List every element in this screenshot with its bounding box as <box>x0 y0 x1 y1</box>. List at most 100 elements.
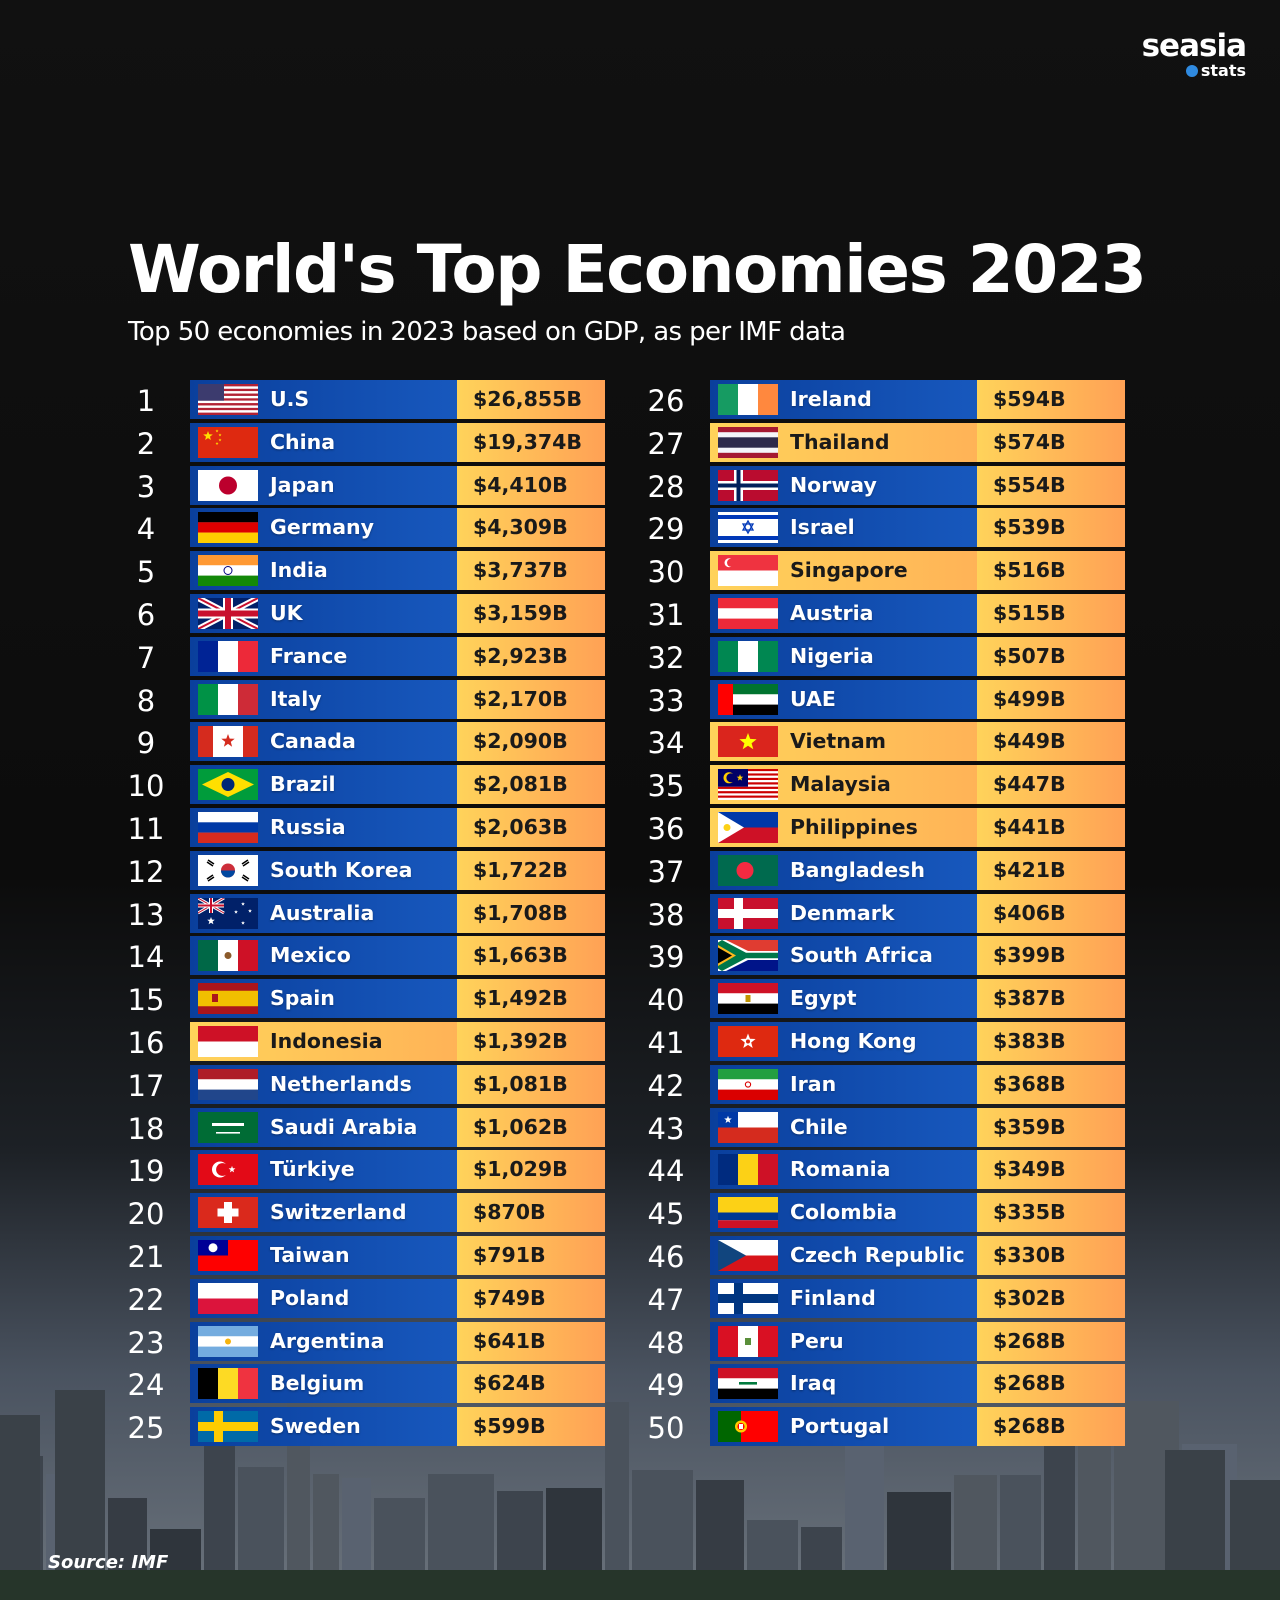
gdp-value: $599B <box>457 1407 605 1447</box>
country-bar: Belgium $624B <box>190 1364 605 1404</box>
colombia-flag-icon <box>718 1197 778 1229</box>
country-name: Iraq <box>790 1371 837 1396</box>
gdp-value: $539B <box>977 508 1125 548</box>
country-name: Austria <box>790 600 874 625</box>
country-bar: Nigeria $507B <box>710 636 1125 676</box>
country-bar: UK $3,159B <box>190 593 605 633</box>
gdp-value: $399B <box>977 936 1125 976</box>
country-name: Norway <box>790 472 877 497</box>
globe-icon <box>1185 64 1198 77</box>
ireland-flag-icon <box>718 384 778 415</box>
table-row: 3 Japan $4,410B <box>120 465 740 509</box>
gdp-value: $1,062B <box>457 1107 605 1147</box>
rank-number: 40 <box>647 983 685 1018</box>
iran-flag-icon <box>718 1068 778 1100</box>
rank-number: 32 <box>647 640 685 675</box>
australia-flag-icon <box>198 897 258 929</box>
country-name: Thailand <box>790 429 890 454</box>
spain-flag-icon <box>198 983 258 1015</box>
country-bar: Brazil $2,081B <box>190 765 605 805</box>
country-name: Nigeria <box>790 643 874 668</box>
table-row: 8 Italy $2,170B <box>120 679 740 723</box>
table-row: 39 South Africa $399B <box>640 936 1260 979</box>
rank-number: 8 <box>136 683 156 718</box>
japan-flag-icon <box>198 469 258 501</box>
uk-flag-icon <box>198 597 258 629</box>
country-name: Czech Republic <box>790 1242 965 1267</box>
country-bar: Israel $539B <box>710 508 1125 548</box>
country-bar: Japan $4,410B <box>190 465 605 505</box>
table-row: 19 Türkiye $1,029B <box>120 1150 740 1193</box>
gdp-value: $2,090B <box>457 722 605 762</box>
gdp-value: $516B <box>977 551 1125 591</box>
rank-number: 47 <box>647 1282 685 1317</box>
gdp-value: $2,081B <box>457 765 605 805</box>
country-name: Iran <box>790 1071 837 1096</box>
country-name: Hong Kong <box>790 1028 917 1053</box>
table-row: 1 U.S $26,855B <box>120 380 740 423</box>
country-name: UAE <box>790 686 836 711</box>
country-bar: Vietnam $449B <box>710 722 1125 762</box>
country-bar: Hong Kong $383B <box>710 1021 1125 1061</box>
table-row: 44 Romania $349B <box>640 1150 1260 1193</box>
country-bar: Australia $1,708B <box>190 893 605 933</box>
italy-flag-icon <box>198 683 258 715</box>
gdp-value: $4,309B <box>457 508 605 548</box>
brand-name: seasia <box>1141 28 1247 64</box>
rank-number: 5 <box>136 555 156 590</box>
country-name: UK <box>270 600 303 625</box>
table-row: 48 Peru $268B <box>640 1321 1260 1365</box>
gdp-value: $406B <box>977 893 1125 933</box>
denmark-flag-icon <box>718 897 778 929</box>
rank-number: 31 <box>647 597 685 632</box>
gdp-value: $1,663B <box>457 936 605 976</box>
gdp-value: $383B <box>977 1021 1125 1061</box>
table-row: 31 Austria $515B <box>640 593 1260 637</box>
table-row: 43 Chile $359B <box>640 1107 1260 1151</box>
country-bar: Argentina $641B <box>190 1321 605 1361</box>
rank-number: 38 <box>647 897 685 932</box>
table-row: 6 UK $3,159B <box>120 593 740 637</box>
table-row: 30 Singapore $516B <box>640 551 1260 594</box>
gdp-value: $387B <box>977 979 1125 1019</box>
gdp-value: $3,159B <box>457 593 605 633</box>
portugal-flag-icon <box>718 1411 778 1443</box>
country-bar: Chile $359B <box>710 1107 1125 1147</box>
table-row: 12 South Korea $1,722B <box>120 850 740 894</box>
country-bar: Indonesia $1,392B <box>190 1021 605 1061</box>
rank-number: 33 <box>647 683 685 718</box>
country-name: Italy <box>270 686 322 711</box>
rank-number: 3 <box>136 469 156 504</box>
table-row: 32 Nigeria $507B <box>640 636 1260 680</box>
table-row: 9 Canada $2,090B <box>120 722 740 765</box>
table-row: 4 Germany $4,309B <box>120 508 740 551</box>
norway-flag-icon <box>718 469 778 501</box>
country-bar: Portugal $268B <box>710 1407 1125 1447</box>
rank-number: 35 <box>647 769 685 804</box>
rank-number: 10 <box>127 769 165 804</box>
rank-number: 18 <box>127 1111 165 1146</box>
rank-number: 15 <box>127 983 165 1018</box>
country-bar: Malaysia $447B <box>710 765 1125 805</box>
rank-number: 21 <box>127 1239 165 1274</box>
rank-number: 19 <box>127 1154 165 1189</box>
country-name: South Korea <box>270 857 413 882</box>
us-flag-icon <box>198 384 258 415</box>
gdp-value: $19,374B <box>457 422 605 462</box>
indonesia-flag-icon <box>198 1025 258 1057</box>
brazil-flag-icon <box>198 769 258 801</box>
country-bar: Mexico $1,663B <box>190 936 605 976</box>
germany-flag-icon <box>198 512 258 544</box>
rank-number: 34 <box>647 726 685 761</box>
gdp-value: $1,392B <box>457 1021 605 1061</box>
rank-number: 36 <box>647 811 685 846</box>
country-bar: Peru $268B <box>710 1321 1125 1361</box>
rank-number: 16 <box>127 1025 165 1060</box>
country-name: Romania <box>790 1157 891 1182</box>
gdp-value: $368B <box>977 1064 1125 1104</box>
rank-number: 28 <box>647 469 685 504</box>
country-bar: Finland $302B <box>710 1278 1125 1318</box>
rank-number: 11 <box>127 811 165 846</box>
country-bar: Poland $749B <box>190 1278 605 1318</box>
thailand-flag-icon <box>718 426 778 458</box>
